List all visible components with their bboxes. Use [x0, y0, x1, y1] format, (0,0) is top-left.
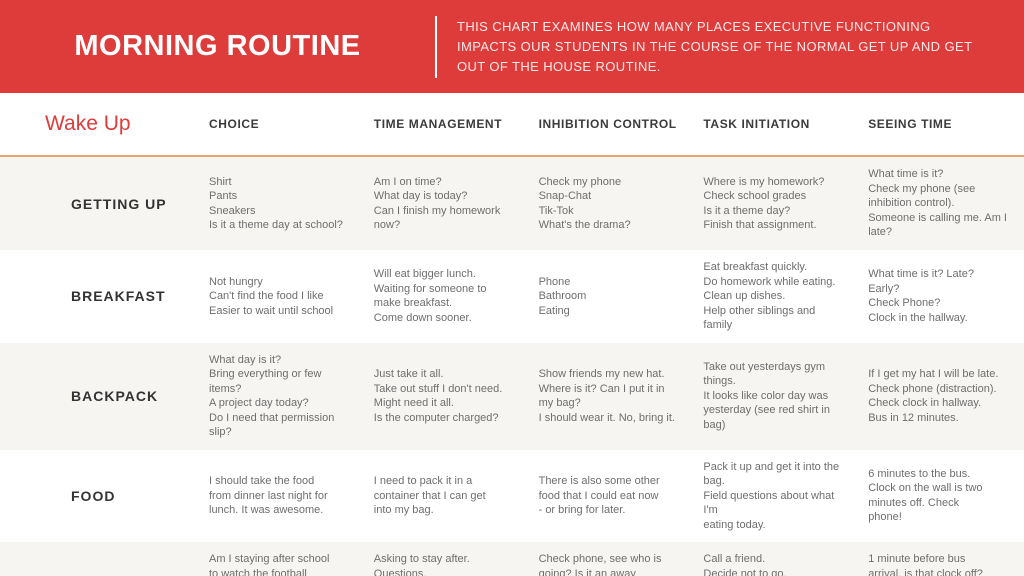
- column-header-choice: CHOICE: [209, 117, 260, 131]
- cell-getting-up-inhibition-control: Check my phone Snap-Chat Tik-Tok What's …: [538, 175, 631, 232]
- cell-backpack-choice: What day is it? Bring everything or few …: [209, 353, 335, 439]
- row-label: GETTING UP: [71, 195, 167, 212]
- cell-breakfast-choice: Not hungry Can't find the food I like Ea…: [209, 275, 334, 317]
- cell-after-school-choice: Am I staying after school to watch the f…: [209, 553, 330, 576]
- cell-getting-up-choice: Shirt Pants Sneakers Is it a theme day a…: [209, 175, 343, 232]
- row-label: BREAKFAST: [71, 288, 166, 305]
- cell-getting-up-task-initiation: Where is my homework? Check school grade…: [703, 175, 825, 232]
- column-header-task-initiation: TASK INITIATION: [703, 117, 810, 131]
- row-group-label-wake-up: Wake Up: [45, 112, 131, 135]
- page-title: MORNING ROUTINE: [74, 30, 361, 62]
- table-row-breakfast: BREAKFAST Not hungry Can't find the food…: [0, 250, 1024, 343]
- cell-food-time-management: I need to pack it in a container that I …: [373, 475, 486, 516]
- cell-breakfast-inhibition-control: Phone Bathroom Eating: [538, 275, 587, 317]
- row-label: AFTER SCHOOL: [0, 573, 200, 576]
- cell-after-school-seeing-time: 1 minute before bus arrival, is that clo…: [868, 553, 983, 576]
- table-row-after-school: AFTER SCHOOL Am I staying after school t…: [0, 542, 1024, 576]
- cell-food-inhibition-control: There is also some other food that I cou…: [538, 475, 660, 516]
- banner-title-area: MORNING ROUTINE: [0, 30, 435, 63]
- cell-getting-up-time-management: Am I on time? What day is today? Can I f…: [373, 175, 501, 232]
- cell-breakfast-task-initiation: Eat breakfast quickly. Do homework while…: [703, 261, 836, 331]
- cell-food-seeing-time: 6 minutes to the bus. Clock on the wall …: [868, 467, 983, 524]
- cell-food-choice: I should take the food from dinner last …: [209, 475, 328, 516]
- column-header-seeing-time: SEEING TIME: [868, 117, 953, 131]
- table-row-food: FOOD I should take the food from dinner …: [0, 449, 1024, 542]
- row-label: BACKPACK: [71, 388, 159, 404]
- column-header-inhibition-control: INHIBITION CONTROL: [538, 117, 677, 131]
- table-row-backpack: BACKPACK What day is it? Bring everythin…: [0, 342, 1024, 450]
- cell-backpack-time-management: Just take it all. Take out stuff I don't…: [373, 368, 503, 424]
- cell-getting-up-seeing-time: What time is it? Check my phone (see inh…: [868, 168, 1007, 239]
- cell-breakfast-time-management: Will eat bigger lunch. Waiting for someo…: [373, 268, 487, 324]
- row-label: FOOD: [71, 487, 116, 504]
- cell-breakfast-seeing-time: What time is it? Late? Early? Check Phon…: [868, 268, 974, 324]
- table-header-row: Wake Up CHOICE TIME MANAGEMENT INHIBITIO…: [0, 93, 1024, 157]
- cell-after-school-inhibition-control: Check phone, see who is going? Is it an …: [538, 553, 662, 576]
- banner: MORNING ROUTINE THIS CHART EXAMINES HOW …: [0, 0, 1024, 93]
- cell-food-task-initiation: Pack it up and get it into the bag. Fiel…: [703, 460, 840, 531]
- column-header-time-management: TIME MANAGEMENT: [373, 117, 503, 131]
- cell-after-school-time-management: Asking to stay after. Questions. Who wil…: [373, 553, 470, 576]
- banner-description: THIS CHART EXAMINES HOW MANY PLACES EXEC…: [457, 18, 973, 74]
- table-row-getting-up: GETTING UP Shirt Pants Sneakers Is it a …: [0, 157, 1024, 250]
- cell-after-school-task-initiation: Call a friend. Decide not to go. Find th…: [703, 553, 787, 576]
- cell-backpack-seeing-time: If I get my hat I will be late. Check ph…: [868, 368, 999, 424]
- banner-divider: [435, 15, 437, 78]
- cell-backpack-task-initiation: Take out yesterdays gym things. It looks…: [703, 360, 830, 431]
- cell-backpack-inhibition-control: Show friends my new hat. Where is it? Ca…: [538, 368, 675, 424]
